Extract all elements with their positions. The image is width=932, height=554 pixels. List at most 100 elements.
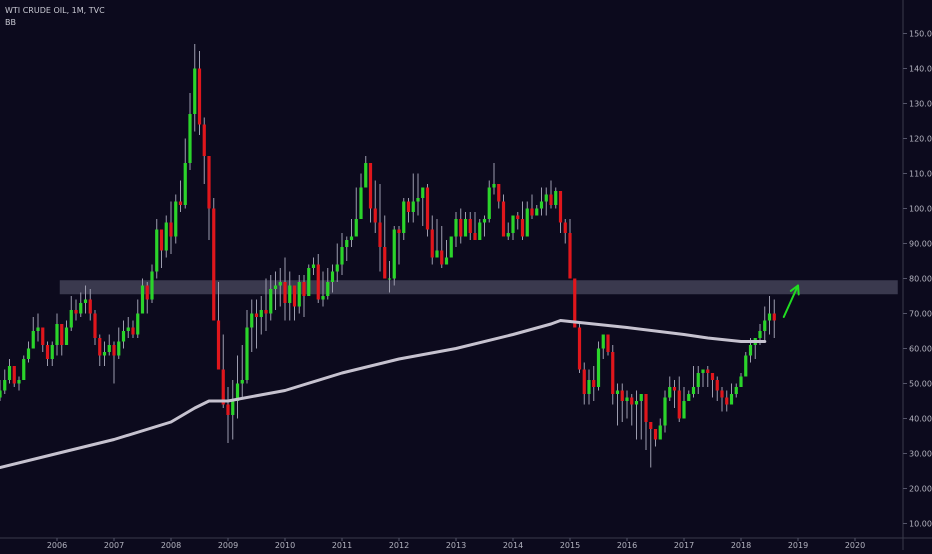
candle-body — [397, 229, 401, 233]
candle-body — [64, 327, 69, 345]
time-tick-label: 2007 — [104, 541, 124, 550]
candle-body — [174, 201, 178, 237]
candle-body — [549, 194, 553, 205]
candle-body — [463, 219, 468, 237]
candle-body — [326, 282, 330, 296]
candle-body — [706, 369, 710, 373]
candle-body — [202, 124, 206, 156]
candle-body — [520, 219, 525, 237]
candle-body — [658, 425, 662, 440]
candle-body — [734, 387, 738, 394]
candle-body — [159, 229, 164, 251]
candle-body — [50, 345, 54, 359]
price-tick-label: 30.00 — [909, 450, 932, 459]
candle-body — [687, 394, 691, 401]
price-tick-label: 140.00 — [909, 65, 932, 74]
candle-body — [478, 222, 482, 240]
candle-body — [630, 397, 634, 405]
candle-body — [744, 355, 748, 377]
candle-body — [345, 240, 349, 247]
candle-body — [254, 313, 259, 317]
candle-body — [321, 296, 325, 300]
candle-body — [720, 390, 724, 398]
candle-body — [216, 320, 221, 370]
price-tick-label: 80.00 — [909, 275, 932, 284]
candle-body — [644, 394, 648, 422]
candle-body — [672, 387, 677, 391]
candle-body — [763, 320, 767, 331]
candle-body — [440, 250, 444, 265]
candle-body — [634, 401, 639, 405]
candle-body — [449, 236, 453, 258]
candle-body — [183, 163, 187, 205]
candle-body — [74, 310, 78, 314]
candle-body — [3, 380, 7, 391]
chart-title: WTI CRUDE OIL, 1M, TVC — [5, 6, 105, 15]
price-axis[interactable]: 10.00 20.00 30.00 40.00 50.00 60.00 70.00 80.00… — [903, 30, 932, 529]
resistance-zone-layer — [59, 280, 898, 295]
candle-body — [620, 390, 624, 401]
candle-body — [649, 422, 653, 429]
resistance-zone — [59, 280, 898, 295]
candle-body — [373, 208, 377, 223]
candle-body — [606, 334, 610, 352]
bb-basis-layer — [0, 319, 767, 469]
candle-body — [197, 68, 202, 125]
candle-body — [563, 222, 567, 233]
candle-body — [487, 187, 491, 219]
candle-body — [178, 201, 183, 205]
candle-body — [0, 390, 2, 398]
price-tick-label: 120.00 — [909, 135, 932, 144]
candle-body — [691, 387, 696, 394]
candle-bodies-layer — [0, 68, 776, 440]
candle-body — [12, 366, 16, 384]
candle-body — [226, 404, 230, 415]
up-arrow-head — [789, 284, 800, 296]
candle-body — [459, 219, 463, 237]
price-tick-label: 20.00 — [909, 485, 932, 494]
candle-body — [22, 359, 26, 380]
candle-body — [45, 345, 50, 359]
price-tick-label: 100.00 — [909, 205, 932, 214]
candle-body — [278, 282, 282, 286]
candle-body — [625, 397, 629, 401]
time-tick-label: 2020 — [845, 541, 865, 550]
indicator-label: BB — [5, 18, 16, 27]
candle-body — [264, 310, 268, 314]
candle-body — [402, 201, 406, 233]
time-axis[interactable]: 2006 2007 2008 2009 2010 2011 2012 2013 2014 2015… — [47, 538, 865, 550]
candle-body — [454, 219, 458, 237]
candle-body — [392, 229, 396, 279]
candle-body — [577, 327, 582, 370]
candle-body — [340, 247, 344, 265]
candle-body — [259, 310, 263, 317]
candle-body — [663, 397, 667, 426]
candle-body — [406, 201, 411, 212]
candle-body — [79, 303, 83, 314]
candle-body — [725, 397, 729, 405]
time-tick-label: 2016 — [617, 541, 637, 550]
price-tick-label: 60.00 — [909, 345, 932, 354]
time-tick-label: 2013 — [446, 541, 466, 550]
price-tick-label: 10.00 — [909, 520, 932, 529]
candle-body — [473, 233, 477, 240]
candle-body — [387, 278, 392, 280]
candle-body — [558, 191, 563, 223]
candle-body — [682, 401, 686, 419]
candle-body — [117, 341, 121, 356]
candle-body — [283, 282, 287, 303]
candle-body — [55, 324, 59, 345]
candle-body — [207, 156, 211, 209]
candle-body — [416, 198, 420, 202]
candle-body — [573, 278, 577, 328]
candle-body — [729, 394, 734, 405]
candle-body — [273, 285, 278, 289]
candle-body — [354, 219, 358, 237]
candle-body — [269, 289, 273, 314]
price-tick-label: 150.00 — [909, 30, 932, 39]
candle-body — [758, 331, 762, 338]
price-tick-label: 130.00 — [909, 100, 932, 109]
